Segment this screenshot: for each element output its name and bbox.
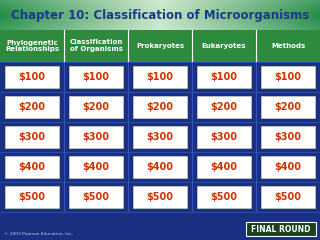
Text: $400: $400	[211, 162, 237, 172]
Text: Classification
of Organisms: Classification of Organisms	[69, 40, 123, 53]
Text: © 2003 Pearson Education, Inc.: © 2003 Pearson Education, Inc.	[4, 232, 73, 236]
Text: $300: $300	[19, 132, 45, 142]
Text: $200: $200	[19, 102, 45, 112]
FancyBboxPatch shape	[5, 126, 59, 148]
FancyBboxPatch shape	[133, 156, 187, 178]
Text: Chapter 10: Classification of Microorganisms: Chapter 10: Classification of Microorgan…	[11, 8, 309, 22]
FancyBboxPatch shape	[261, 66, 315, 88]
FancyBboxPatch shape	[197, 156, 251, 178]
Text: $400: $400	[83, 162, 109, 172]
FancyBboxPatch shape	[197, 186, 251, 208]
FancyBboxPatch shape	[133, 96, 187, 118]
Text: $500: $500	[275, 192, 301, 202]
FancyBboxPatch shape	[197, 66, 251, 88]
Text: $500: $500	[83, 192, 109, 202]
FancyBboxPatch shape	[69, 156, 123, 178]
Text: Methods: Methods	[271, 43, 305, 49]
FancyBboxPatch shape	[133, 126, 187, 148]
Text: $300: $300	[275, 132, 301, 142]
Text: $400: $400	[147, 162, 173, 172]
Text: $100: $100	[211, 72, 237, 82]
Text: $500: $500	[147, 192, 173, 202]
Text: $300: $300	[83, 132, 109, 142]
Text: $500: $500	[211, 192, 237, 202]
FancyBboxPatch shape	[5, 66, 59, 88]
FancyBboxPatch shape	[197, 96, 251, 118]
FancyBboxPatch shape	[197, 126, 251, 148]
Text: $300: $300	[147, 132, 173, 142]
Text: $400: $400	[19, 162, 45, 172]
Text: $200: $200	[275, 102, 301, 112]
Text: $100: $100	[19, 72, 45, 82]
FancyBboxPatch shape	[5, 186, 59, 208]
Text: $400: $400	[275, 162, 301, 172]
FancyBboxPatch shape	[5, 156, 59, 178]
Text: $300: $300	[211, 132, 237, 142]
Text: FINAL ROUND: FINAL ROUND	[251, 224, 311, 234]
FancyBboxPatch shape	[133, 66, 187, 88]
Text: $500: $500	[19, 192, 45, 202]
Text: $100: $100	[275, 72, 301, 82]
Text: Eukaryotes: Eukaryotes	[202, 43, 246, 49]
FancyBboxPatch shape	[246, 222, 316, 236]
Text: $100: $100	[147, 72, 173, 82]
FancyBboxPatch shape	[261, 156, 315, 178]
FancyBboxPatch shape	[69, 126, 123, 148]
FancyBboxPatch shape	[69, 96, 123, 118]
FancyBboxPatch shape	[261, 186, 315, 208]
FancyBboxPatch shape	[261, 126, 315, 148]
Text: $200: $200	[147, 102, 173, 112]
Text: Phylogenetic
Relationships: Phylogenetic Relationships	[5, 40, 59, 53]
Text: $200: $200	[83, 102, 109, 112]
Bar	[0, 30, 320, 62]
Text: Prokaryotes: Prokaryotes	[136, 43, 184, 49]
Text: $200: $200	[211, 102, 237, 112]
FancyBboxPatch shape	[69, 186, 123, 208]
Text: $100: $100	[83, 72, 109, 82]
FancyBboxPatch shape	[5, 96, 59, 118]
FancyBboxPatch shape	[133, 186, 187, 208]
FancyBboxPatch shape	[69, 66, 123, 88]
FancyBboxPatch shape	[261, 96, 315, 118]
